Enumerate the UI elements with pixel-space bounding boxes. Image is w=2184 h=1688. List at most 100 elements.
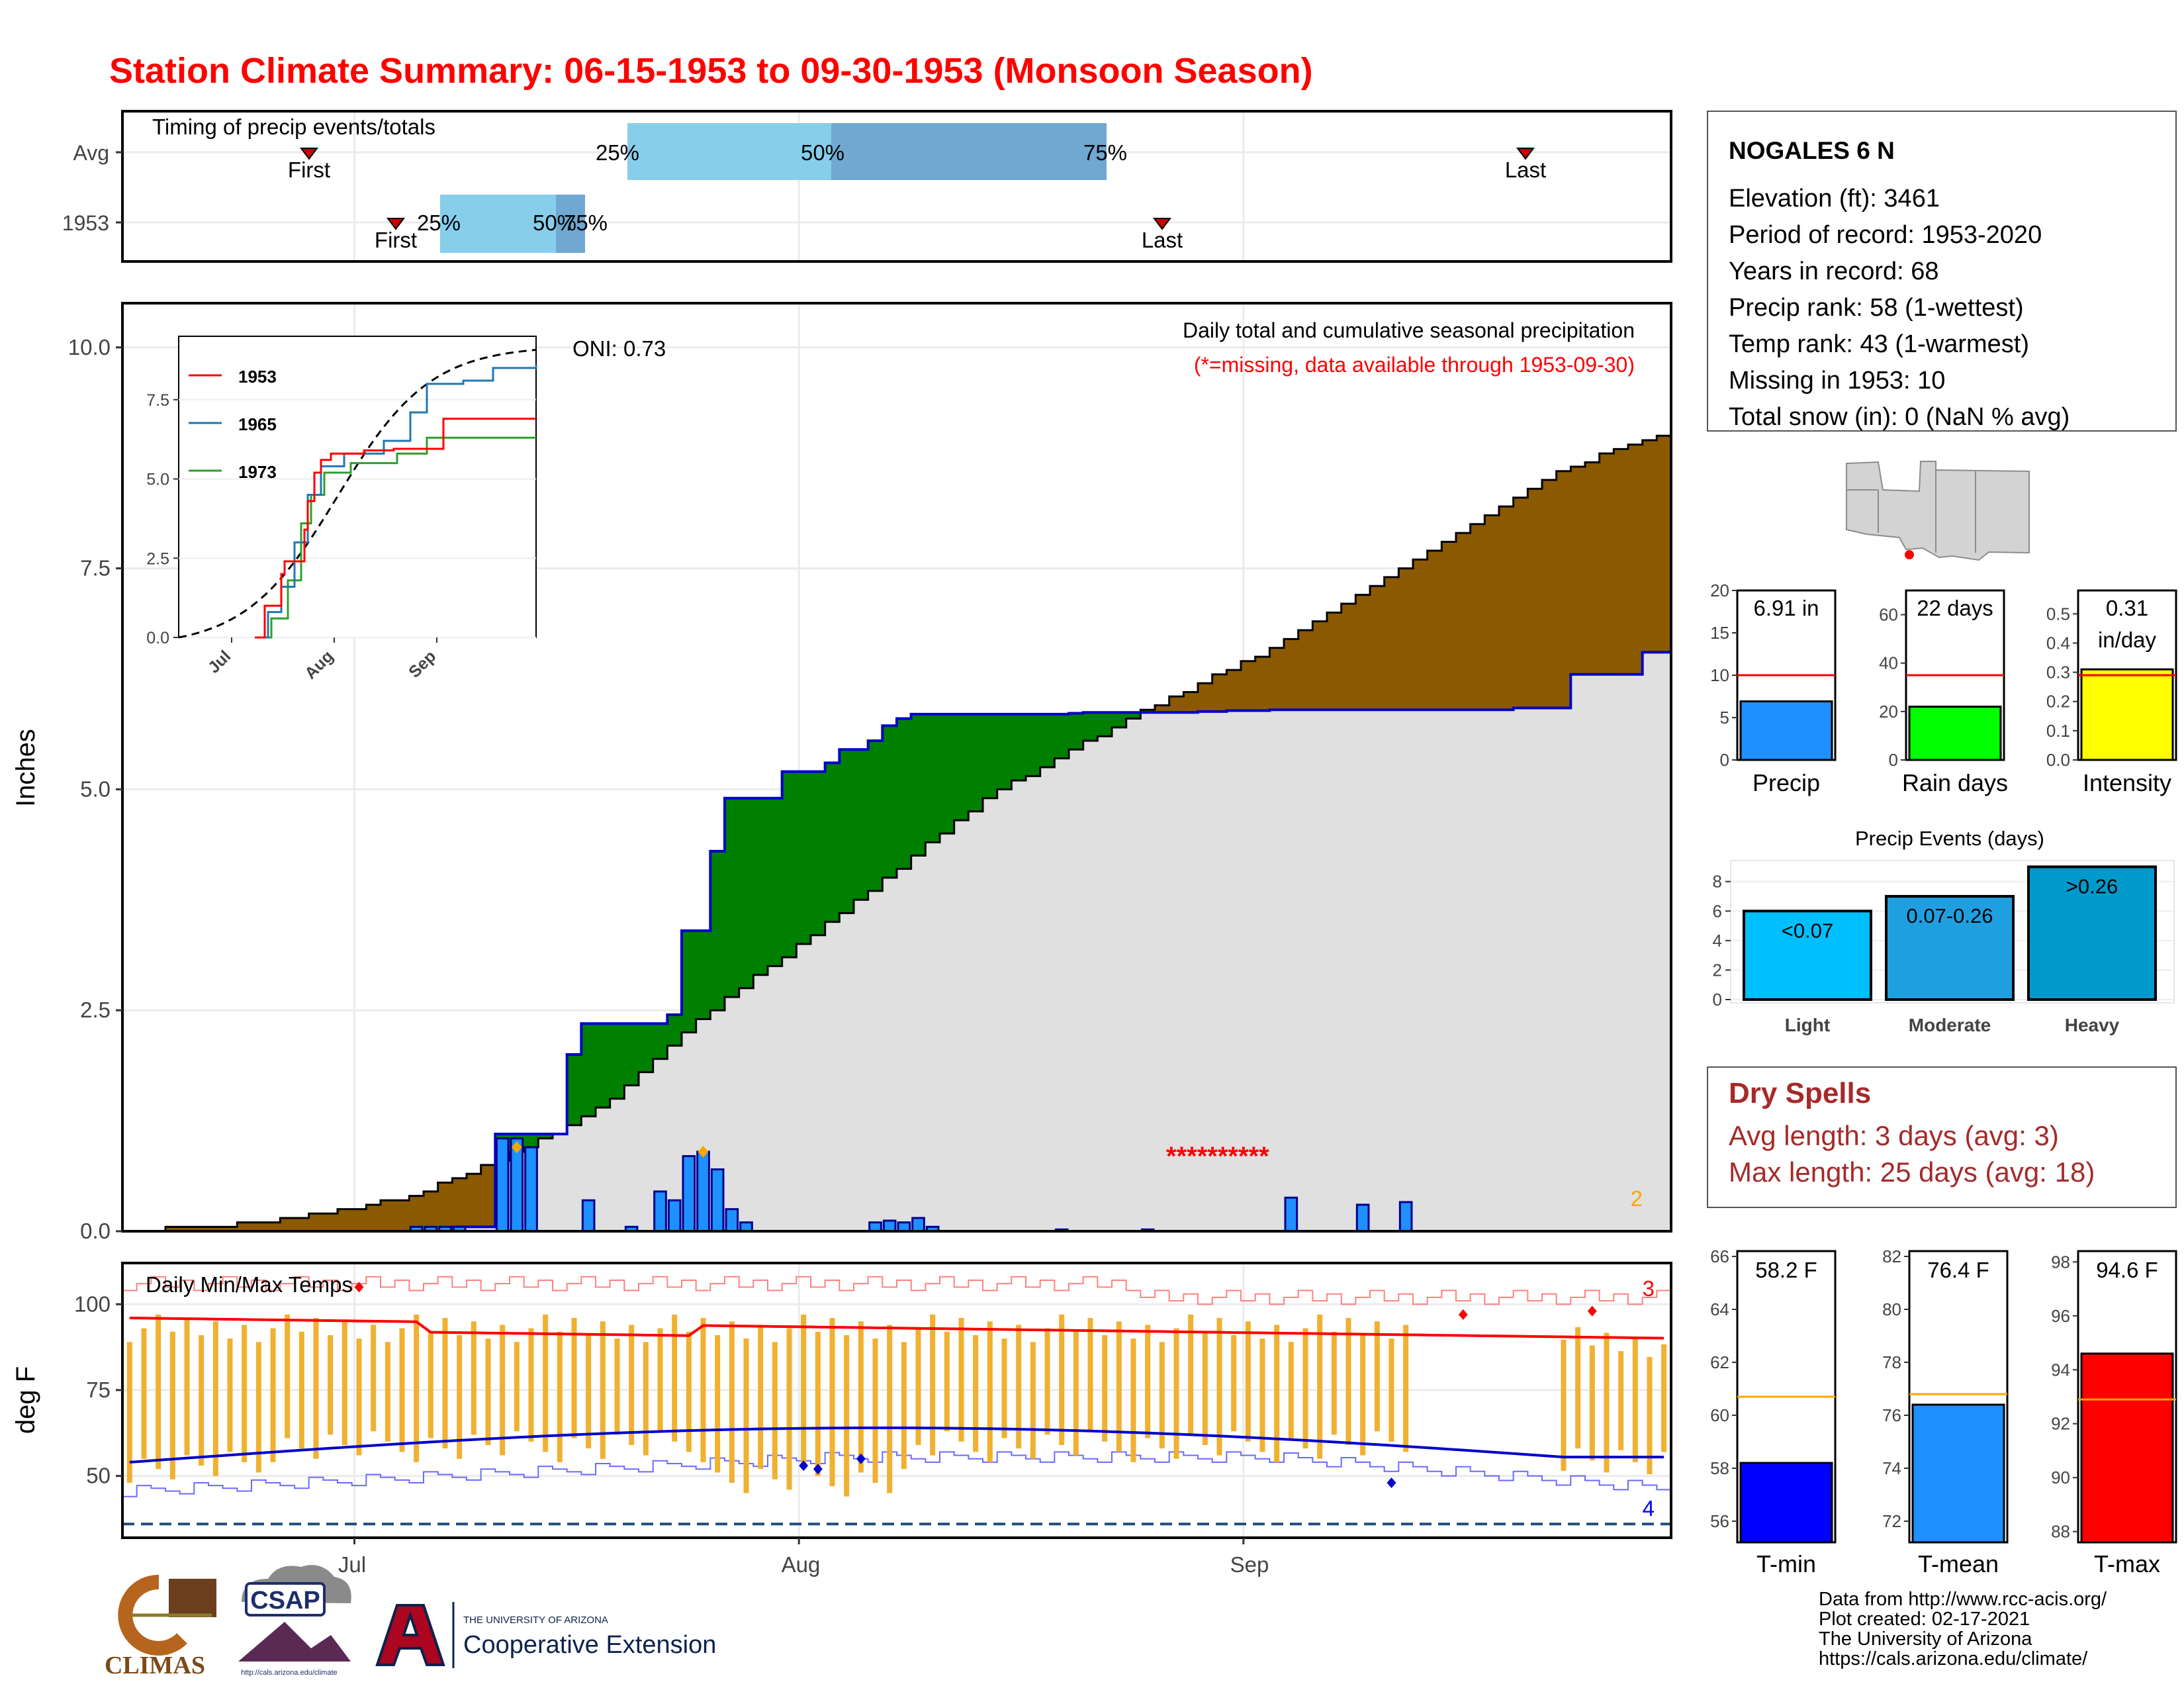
daily-temp-range-bar [1188,1314,1194,1435]
mini-bar-tick-label: 0.0 [2046,750,2070,770]
daily-precip-bar [911,1217,925,1233]
temp-bar-label: T-max [2094,1550,2160,1577]
daily-precip-bar [725,1208,739,1233]
temp-bar-value [1739,1462,1833,1544]
precip-above-avg-area [897,718,912,869]
precip-above-avg-area [639,1023,654,1072]
temps-count-top: 3 [1643,1276,1655,1301]
daily-precip-bar [868,1221,882,1233]
inset-y-tick-label: 5.0 [146,471,169,489]
precip-base-area [667,1045,682,1231]
precip-base-area [897,868,912,1231]
precip-below-avg-area [308,1213,324,1231]
precip-below-avg-area [1542,480,1557,708]
precip-base-area [1542,708,1557,1231]
precip-below-avg-area [237,1222,252,1231]
precip-below-avg-area [1284,639,1299,710]
precip-base-area [1484,710,1500,1231]
temps-panel-bg [122,1263,1671,1538]
precip-base-area [1269,710,1285,1231]
inset-frame [178,336,537,638]
daily-temp-range-bar [457,1335,463,1459]
precip-y-axis: 0.0 2.5 5.0 7.5 10.0 [68,335,122,1243]
precip-below-avg-area [1413,559,1428,710]
precip-base-area [925,842,940,1231]
map-states [1846,461,2030,561]
precip-base-area [553,1134,568,1231]
precip-subtitle: Daily total and cumulative seasonal prec… [1183,318,1635,342]
daily-temp-range-bar [1116,1321,1122,1452]
precip-above-avg-area [839,749,854,914]
daily-precip-bar [1355,1203,1370,1233]
daily-temp-range-bar [786,1328,792,1490]
temp-bar-value-label: 76.4 F [1927,1258,1989,1282]
daily-temp-range-bar [1231,1335,1237,1432]
daily-temp-range-bar [629,1325,635,1445]
daily-temp-range-bar [844,1335,850,1497]
mini-bar-tick-label: 0.1 [2046,721,2070,741]
precip-y-tick-label: 0.0 [80,1219,111,1243]
daily-temp-range-bar [743,1338,749,1493]
precip-base-area [1398,710,1414,1231]
daily-temp-range-bar [199,1335,205,1466]
precip-y-label: Inches [11,729,40,807]
events-bar [2027,865,2157,1002]
daily-temp-range-bar [1575,1327,1581,1449]
avg-iqr-high-box [831,123,1107,180]
daily-precip-bar [1398,1201,1413,1233]
daily-temp-range-bar [270,1328,276,1462]
station-name: NOGALES 6 N [1729,137,1895,164]
temps-y-tick-label: 100 [74,1291,111,1316]
precip-below-avg-area [1384,577,1399,710]
precip-below-avg-area [179,1227,195,1231]
daily-precip-bar [696,1150,710,1233]
daily-temp-range-bar [758,1325,764,1470]
precip-above-avg-area [1069,713,1084,750]
events-title: Precip Events (days) [1855,827,2044,850]
daily-temp-range-bar [543,1314,549,1452]
daily-temp-range-bar [1360,1335,1366,1456]
precip-base-area [1341,710,1356,1231]
temp-bar-tick-label: 58 [1710,1458,1729,1478]
precip-below-avg-area [222,1227,238,1231]
page-title: Station Climate Summary: 06-15-1953 to 0… [109,51,1313,91]
map-state-borders [1846,470,1976,553]
daily-temp-range-bar [285,1314,291,1438]
temp-bar-tick-label: 56 [1710,1511,1729,1531]
precip-base-area [725,997,740,1231]
precip-above-avg-area [667,1014,682,1046]
x-tick-aug: Aug [782,1552,821,1577]
mini-bar-label: Rain days [1902,769,2008,796]
precip-y-tick-label: 7.5 [80,556,111,581]
mini-bar-tick-label: 60 [1879,605,1898,625]
daily-temp-range-bar [1345,1318,1351,1445]
precip-above-avg-area [882,726,897,878]
precip-base-area [811,935,826,1231]
precip-below-avg-area [1312,621,1328,710]
inset-legend-1953: 1953 [238,367,277,387]
temps-y-axis: 50 75 100 [74,1291,1245,1544]
precip-below-avg-area [1298,630,1313,710]
daily-temp-range-bar [872,1338,878,1483]
precip-base-area [1284,710,1299,1231]
csap-mountains [238,1622,351,1662]
daily-temp-range-bar [915,1328,921,1445]
precip-below-avg-area [1527,489,1543,708]
daily-temp-range-bar [901,1342,907,1470]
inset-avg-line [178,349,537,639]
daily-temp-range-bar [700,1318,706,1462]
avg-p75-label: 75% [1083,140,1127,165]
daily-temp-range-bar [829,1318,835,1487]
temp-bar-tick-label: 76 [1882,1405,1901,1425]
precip-above-avg-area [1040,714,1055,767]
daily-temp-range-bar [958,1318,964,1442]
temp-bar-tick-label: 64 [1710,1299,1729,1319]
precip-above-avg-area [581,1023,596,1117]
daily-temp-range-bar [514,1342,520,1432]
daily-temp-range-bar [1130,1338,1136,1462]
temp-bar-tick-label: 74 [1882,1458,1901,1478]
precip-base-area [1570,674,1586,1231]
precip-below-avg-area [1269,647,1285,710]
mini-bar-value-label: 22 days [1917,596,1993,620]
